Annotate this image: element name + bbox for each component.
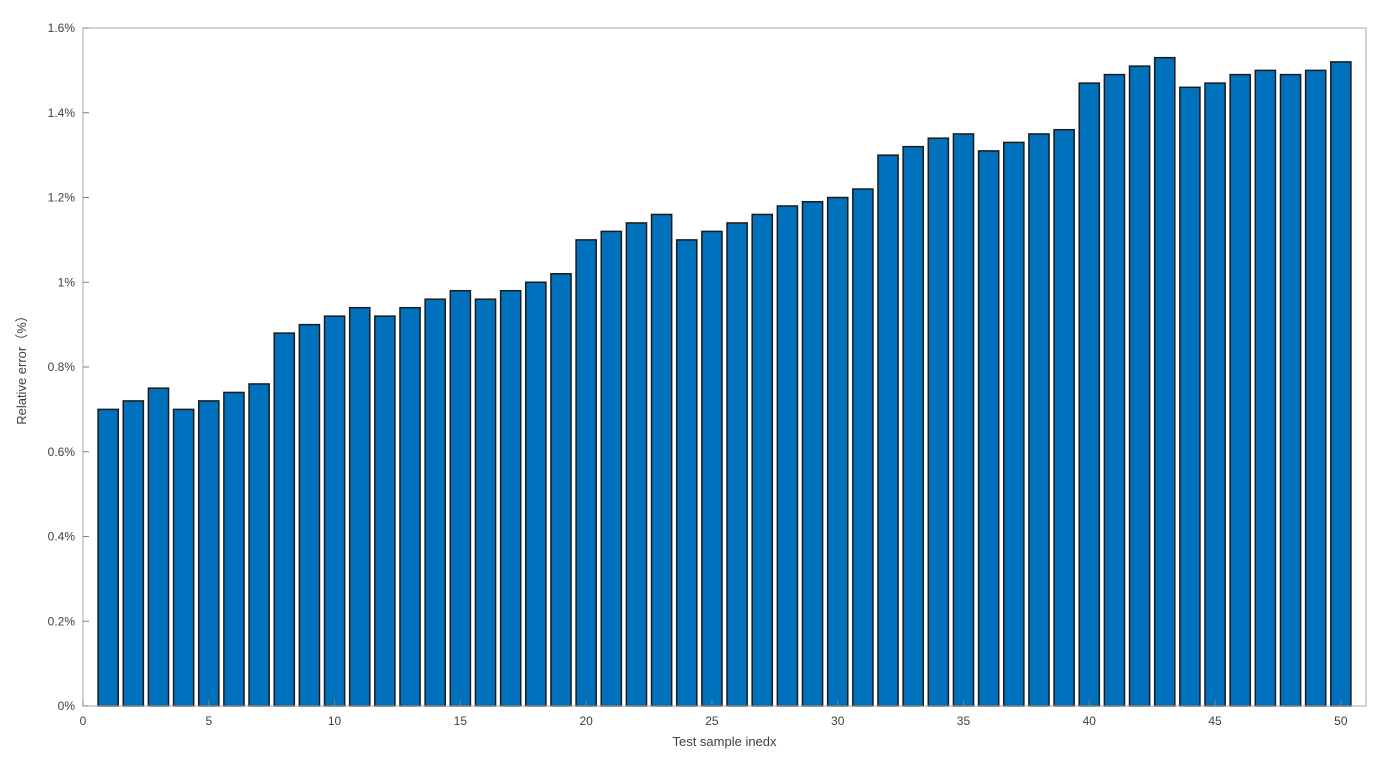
- y-tick-label: 0.4%: [48, 530, 76, 544]
- y-tick-label: 0.6%: [48, 445, 76, 459]
- bar-11: [348, 306, 371, 707]
- bar-25: [701, 230, 723, 707]
- bar-33: [902, 145, 924, 707]
- bar-31: [852, 188, 874, 707]
- bar-2: [122, 400, 145, 707]
- bar-3: [147, 387, 170, 707]
- bars-layer: [97, 56, 1352, 707]
- bar-30: [826, 196, 849, 707]
- bar-39: [1053, 128, 1075, 707]
- bar-14: [424, 298, 447, 707]
- bar-9: [298, 323, 321, 707]
- bar-42: [1128, 65, 1151, 707]
- bar-26: [726, 222, 748, 707]
- bar-15: [449, 289, 472, 707]
- y-tick-label: 0.8%: [48, 360, 76, 374]
- x-tick-label: 40: [1083, 714, 1097, 728]
- bar-34: [927, 137, 950, 707]
- bar-35: [952, 133, 975, 707]
- bar-45: [1204, 82, 1226, 707]
- bar-36: [977, 150, 1000, 707]
- bar-24: [675, 239, 698, 707]
- bar-17: [499, 289, 522, 707]
- y-tick-label: 1.6%: [48, 21, 76, 35]
- x-tick-label: 25: [705, 714, 719, 728]
- bar-21: [600, 230, 623, 707]
- x-tick-label: 45: [1208, 714, 1222, 728]
- bar-6: [223, 391, 245, 707]
- x-tick-label: 15: [454, 714, 468, 728]
- bar-48: [1279, 73, 1302, 707]
- y-tick-label: 0%: [58, 699, 76, 713]
- bar-13: [399, 306, 421, 707]
- bar-28: [776, 205, 799, 707]
- bar-10: [323, 315, 346, 707]
- y-tick-label: 1.2%: [48, 191, 76, 205]
- bar-41: [1103, 73, 1126, 707]
- bar-16: [474, 298, 497, 707]
- x-tick-label: 5: [205, 714, 212, 728]
- bar-38: [1028, 133, 1050, 707]
- bar-29: [801, 200, 824, 707]
- y-axis-label: Relative error（%）: [14, 309, 29, 425]
- bar-4: [172, 408, 195, 707]
- x-tick-label: 30: [831, 714, 845, 728]
- bar-46: [1229, 73, 1252, 707]
- bar-18: [525, 281, 547, 707]
- bar-50: [1330, 61, 1352, 707]
- y-axis: 0% 0.2% 0.4% 0.6% 0.8% 1% 1.2% 1.4% 1.6%: [48, 21, 89, 713]
- x-tick-label: 20: [579, 714, 593, 728]
- y-tick-label: 1%: [58, 275, 76, 289]
- x-axis: 0 5 10 15 20 25 30 35 40 45 50: [80, 700, 1348, 728]
- bar-49: [1304, 69, 1327, 707]
- bar-19: [550, 273, 572, 707]
- bar-1: [97, 408, 119, 707]
- bar-22: [625, 222, 648, 707]
- bar-8: [273, 332, 296, 707]
- bar-43: [1153, 56, 1176, 707]
- x-axis-label: Test sample inedx: [672, 734, 777, 749]
- bar-37: [1002, 141, 1025, 707]
- bar-23: [650, 213, 673, 707]
- bar-27: [751, 213, 774, 707]
- bar-20: [575, 239, 597, 707]
- bar-32: [877, 154, 899, 707]
- bar-7: [248, 383, 270, 707]
- y-tick-label: 0.2%: [48, 614, 76, 628]
- y-tick-label: 1.4%: [48, 106, 76, 120]
- x-tick-label: 10: [328, 714, 342, 728]
- x-tick-label: 35: [957, 714, 971, 728]
- x-tick-label: 50: [1334, 714, 1348, 728]
- bar-12: [374, 315, 396, 707]
- x-tick-label: 0: [80, 714, 87, 728]
- bar-47: [1254, 69, 1277, 707]
- bar-44: [1179, 86, 1201, 707]
- bar-40: [1078, 82, 1101, 707]
- bar-5: [197, 400, 220, 707]
